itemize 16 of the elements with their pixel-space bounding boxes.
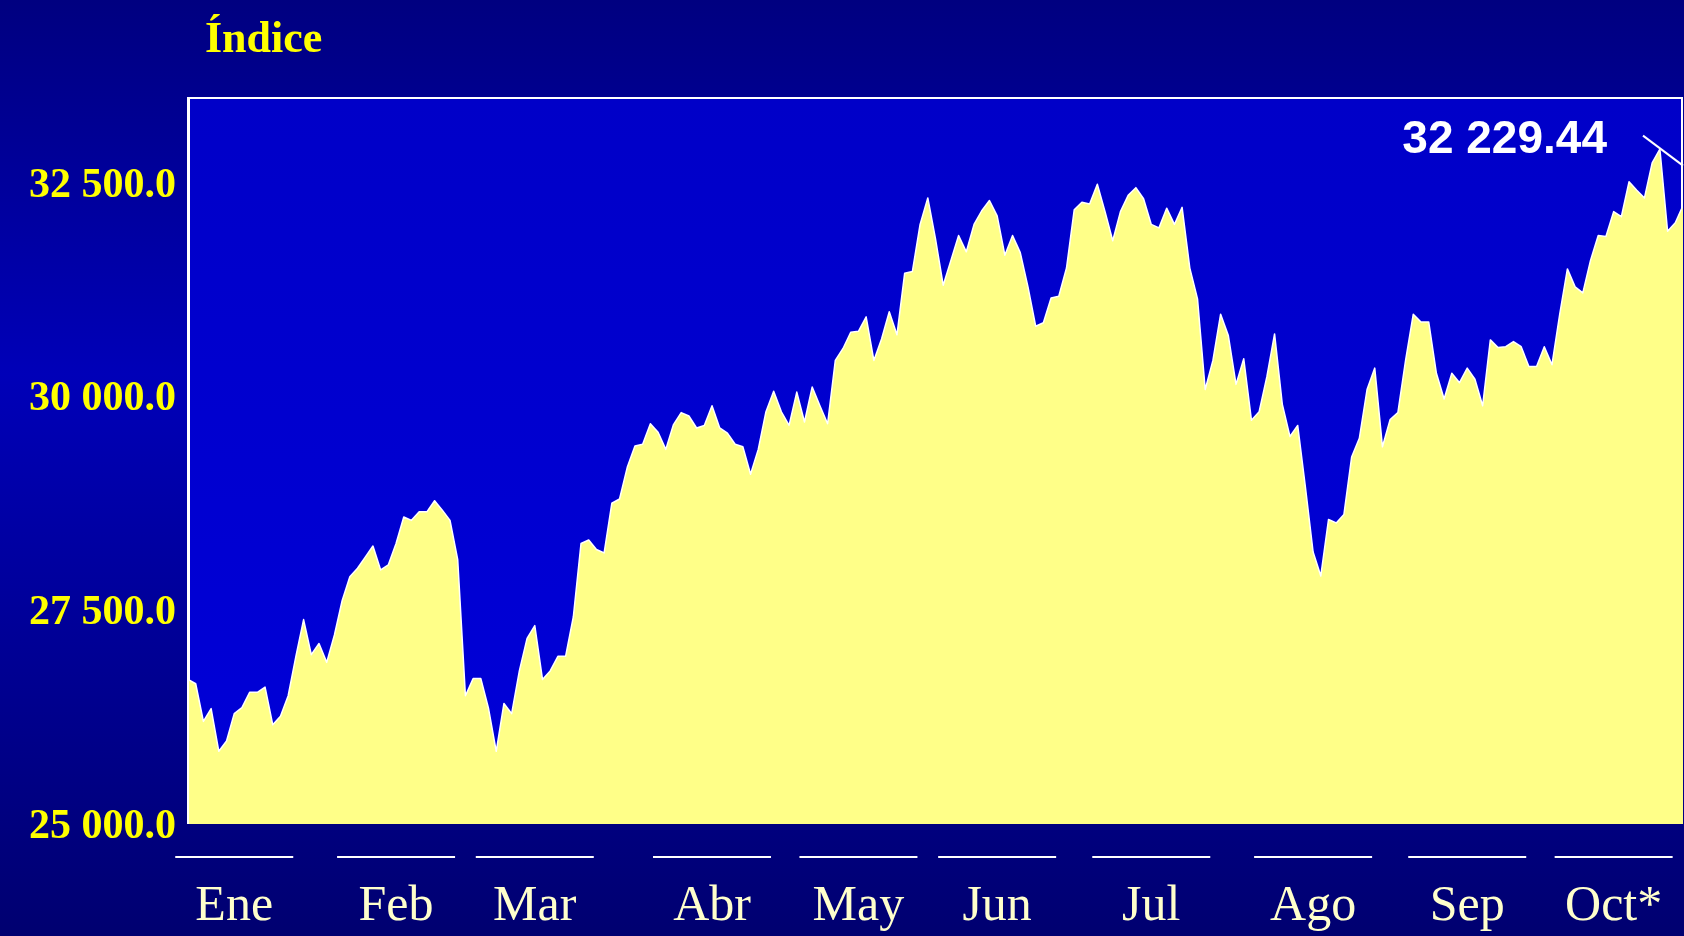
- y-tick-label: 30 000.0: [29, 373, 176, 420]
- x-tick-label: Jul: [1122, 875, 1181, 931]
- y-tick-label: 25 000.0: [29, 801, 176, 847]
- x-tick-label: Oct*: [1565, 875, 1663, 931]
- y-tick-label: 27 500.0: [29, 587, 176, 634]
- x-tick-label: Feb: [358, 875, 434, 931]
- x-tick-label: Ago: [1270, 875, 1357, 931]
- chart-title: Índice: [205, 12, 323, 63]
- x-tick-label: Abr: [673, 875, 752, 931]
- x-tick-label: Mar: [493, 875, 577, 931]
- annotation: 32 229.44: [1402, 110, 1608, 163]
- x-tick-label: Ene: [195, 875, 274, 931]
- x-tick-label: Sep: [1429, 875, 1505, 931]
- x-tick-label: May: [812, 875, 905, 931]
- x-tick-label: Jun: [962, 875, 1032, 931]
- y-tick-label: 32 500.0: [29, 159, 176, 206]
